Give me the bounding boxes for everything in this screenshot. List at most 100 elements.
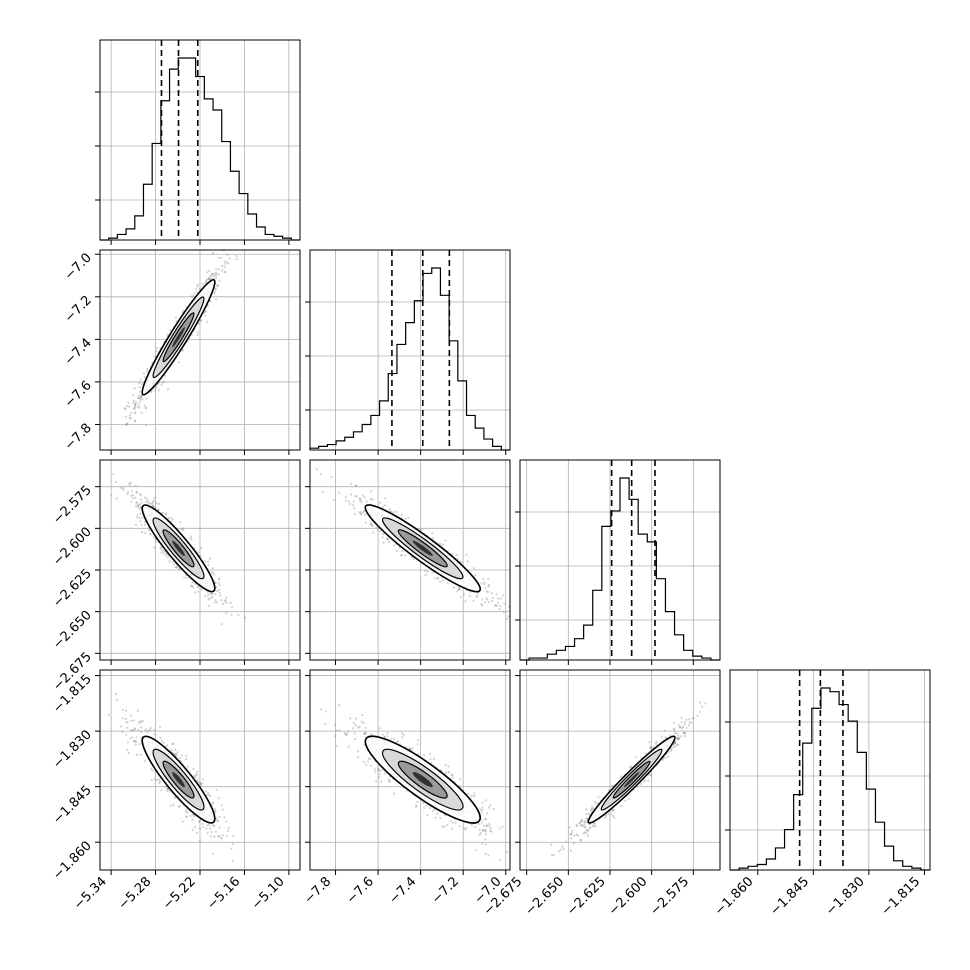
- sample-point: [359, 512, 362, 516]
- x-tick-label: −5.34: [71, 874, 110, 913]
- sample-point: [355, 495, 359, 498]
- sample-point: [481, 842, 484, 845]
- sample-point: [202, 778, 205, 781]
- sample-point: [408, 747, 411, 750]
- sample-point: [220, 599, 223, 602]
- sample-point: [152, 536, 155, 539]
- sample-point: [138, 385, 141, 389]
- sample-point: [205, 278, 208, 282]
- sample-point: [470, 794, 473, 798]
- sample-point: [207, 598, 210, 601]
- sample-point: [135, 491, 138, 495]
- sample-point: [459, 596, 462, 599]
- sample-point: [364, 726, 367, 729]
- sample-point: [683, 723, 686, 726]
- sample-point: [363, 509, 366, 513]
- sample-point: [160, 739, 163, 743]
- sample-point: [195, 288, 198, 291]
- sample-point: [485, 590, 488, 593]
- sample-point: [379, 780, 383, 784]
- sample-point: [484, 586, 487, 589]
- sample-point: [172, 742, 175, 745]
- sample-point: [225, 601, 228, 604]
- sample-point: [153, 546, 156, 549]
- histogram-1: [309, 267, 510, 451]
- sample-point: [490, 830, 493, 833]
- sample-point: [218, 826, 221, 830]
- sample-point: [218, 591, 221, 595]
- sample-point: [488, 601, 491, 604]
- sample-point: [334, 735, 337, 738]
- sample-point: [415, 804, 418, 807]
- sample-point: [353, 512, 356, 516]
- sample-point: [122, 489, 125, 492]
- sample-point: [199, 827, 202, 830]
- sample-point: [197, 322, 200, 325]
- sample-point: [564, 840, 568, 843]
- sample-point: [352, 727, 355, 730]
- sample-point: [151, 501, 154, 504]
- sample-point: [213, 807, 216, 810]
- sample-point: [388, 780, 392, 783]
- sample-point: [191, 813, 195, 816]
- sample-point: [492, 807, 495, 811]
- sample-point: [192, 775, 195, 778]
- panel-0-0: [95, 39, 301, 245]
- sample-point: [354, 724, 357, 727]
- sample-point: [139, 378, 142, 381]
- sample-point: [217, 273, 220, 276]
- sample-point: [355, 484, 358, 487]
- sample-point: [160, 548, 163, 552]
- sample-point: [474, 848, 477, 851]
- sample-point: [191, 818, 194, 821]
- sample-point: [224, 262, 227, 265]
- sample-point: [169, 329, 172, 332]
- sample-point: [388, 508, 391, 511]
- sample-point: [193, 591, 197, 594]
- sample-point: [182, 349, 185, 352]
- sample-point: [211, 802, 214, 805]
- sample-point: [487, 806, 491, 809]
- y-tick-label: −7.6: [62, 378, 95, 411]
- sample-point: [213, 292, 216, 295]
- sample-point: [346, 732, 349, 735]
- sample-point: [128, 405, 131, 408]
- sample-point: [333, 723, 336, 726]
- sample-point: [386, 732, 389, 735]
- sample-point: [396, 741, 399, 744]
- sample-point: [151, 504, 154, 507]
- sample-point: [139, 492, 142, 496]
- sample-point: [138, 381, 141, 385]
- sample-point: [404, 554, 407, 557]
- sample-point: [193, 814, 196, 818]
- sample-point: [211, 595, 214, 598]
- sample-point: [139, 396, 142, 399]
- sample-point: [221, 834, 224, 837]
- sample-point: [456, 590, 459, 593]
- sample-point: [451, 773, 454, 776]
- sample-point: [216, 285, 219, 288]
- sample-point: [158, 726, 161, 729]
- sample-point: [221, 808, 224, 811]
- sample-point: [444, 539, 447, 542]
- sample-point: [655, 740, 658, 743]
- sample-point: [164, 785, 168, 788]
- sample-point: [158, 778, 161, 781]
- sample-point: [138, 394, 141, 397]
- sample-point: [195, 773, 198, 776]
- sample-point: [477, 822, 480, 826]
- sample-point: [137, 503, 140, 506]
- sample-point: [148, 529, 151, 532]
- sample-point: [587, 834, 590, 838]
- sample-point: [192, 767, 195, 771]
- sample-point: [428, 752, 431, 755]
- sample-point: [145, 424, 148, 427]
- sample-point: [483, 829, 486, 833]
- sample-point: [149, 533, 152, 536]
- sample-point: [130, 500, 133, 503]
- sample-point: [211, 824, 214, 827]
- sample-point: [131, 494, 134, 497]
- sample-point: [153, 733, 156, 736]
- sample-point: [230, 614, 233, 617]
